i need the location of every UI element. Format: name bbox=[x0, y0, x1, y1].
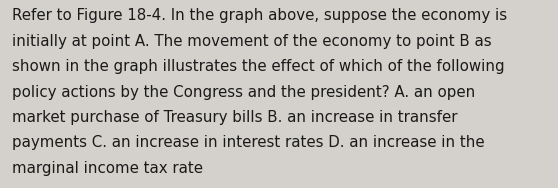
Text: marginal income tax rate: marginal income tax rate bbox=[12, 161, 203, 176]
Text: initially at point A. The movement of the economy to point B as: initially at point A. The movement of th… bbox=[12, 34, 492, 49]
Text: shown in the graph illustrates the effect of which of the following: shown in the graph illustrates the effec… bbox=[12, 59, 505, 74]
Text: payments C. an increase in interest rates D. an increase in the: payments C. an increase in interest rate… bbox=[12, 135, 485, 150]
Text: market purchase of Treasury bills B. an increase in transfer: market purchase of Treasury bills B. an … bbox=[12, 110, 458, 125]
Text: policy actions by the Congress and the president? A. an open: policy actions by the Congress and the p… bbox=[12, 85, 475, 100]
Text: Refer to Figure 18-4. In the graph above, suppose the economy is: Refer to Figure 18-4. In the graph above… bbox=[12, 8, 507, 24]
